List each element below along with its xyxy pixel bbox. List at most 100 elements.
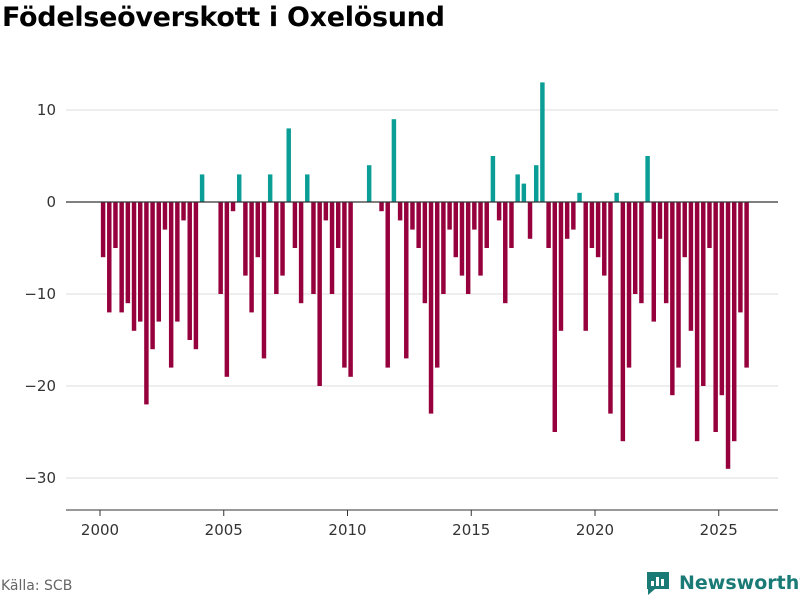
bar (125, 202, 131, 304)
gridlines (66, 109, 778, 479)
bar (230, 202, 236, 212)
bar (187, 202, 192, 340)
bar (608, 202, 613, 414)
x-tick-label: 2005 (205, 521, 243, 539)
bar (725, 202, 731, 469)
bar (243, 202, 248, 276)
bar (100, 202, 106, 258)
bar (311, 202, 316, 294)
bar (150, 202, 155, 350)
bar (181, 202, 186, 221)
bar (385, 202, 390, 368)
bar (670, 202, 675, 396)
bar (738, 202, 743, 313)
bar (119, 202, 124, 313)
bar (657, 202, 663, 239)
x-tick-label: 2025 (700, 521, 738, 539)
bar (274, 202, 279, 294)
brand-name: Newsworthy (679, 572, 800, 594)
bar (515, 174, 520, 202)
x-tick-label: 2015 (452, 521, 490, 539)
bar (577, 192, 582, 202)
bar (719, 202, 725, 396)
bar (626, 202, 632, 368)
bar (323, 202, 329, 221)
newsworthy-logo: Newsworthy (645, 570, 800, 596)
bar (144, 202, 149, 405)
bar (317, 202, 322, 386)
bar (583, 202, 588, 331)
y-tick-label: 0 (46, 193, 56, 211)
y-tick-label: −30 (24, 469, 56, 487)
bar (503, 202, 508, 304)
bar (292, 202, 298, 248)
bar (199, 174, 205, 202)
chart-title: Födelseöverskott i Oxelösund (2, 2, 445, 33)
bar (224, 202, 230, 377)
bar (521, 183, 527, 202)
bar (422, 202, 428, 304)
bar (465, 202, 471, 294)
x-tick-label: 2010 (328, 521, 366, 539)
y-axis: 10 0 −10 −20 −30 (24, 101, 56, 487)
bar (731, 202, 737, 442)
bar (131, 202, 137, 331)
y-tick-label: −20 (24, 377, 56, 395)
bar (218, 202, 223, 294)
bars (100, 82, 749, 469)
bar (564, 202, 570, 239)
bar (175, 202, 180, 322)
bar (676, 202, 681, 368)
bar (236, 174, 242, 202)
bar (540, 82, 545, 202)
bar (366, 165, 372, 202)
bar (682, 202, 687, 258)
bar (447, 202, 452, 230)
bar (162, 202, 168, 230)
bar (744, 202, 749, 368)
bar (713, 202, 718, 432)
bar (137, 202, 143, 322)
bar (595, 202, 601, 258)
bar (645, 156, 650, 202)
bar (107, 202, 112, 313)
bar (459, 202, 465, 276)
bar (397, 202, 403, 221)
bar (688, 202, 694, 331)
bar (404, 202, 409, 359)
bar (472, 202, 477, 230)
bar (348, 202, 353, 377)
bar (261, 202, 267, 359)
newsworthy-icon (647, 572, 669, 595)
bar (255, 202, 261, 258)
bar (168, 202, 174, 368)
bar (490, 156, 496, 202)
bar (410, 202, 415, 230)
bar (329, 202, 335, 294)
bar (286, 128, 291, 202)
bar (632, 202, 638, 294)
bar (614, 192, 619, 202)
bar (249, 202, 254, 313)
bar (533, 165, 539, 202)
x-tick-label: 2020 (576, 521, 614, 539)
bar (113, 202, 118, 248)
x-axis: 2000 2005 2010 2015 2020 2025 (66, 509, 778, 539)
x-tick-label: 2000 (81, 521, 119, 539)
bar (639, 202, 644, 304)
bar (527, 202, 533, 239)
bar (441, 202, 446, 294)
bar (453, 202, 459, 258)
source-label: Källa: SCB (1, 578, 73, 594)
bar (496, 202, 502, 221)
bar (663, 202, 669, 304)
bar (707, 202, 712, 248)
y-tick-label: −10 (24, 285, 56, 303)
bar (305, 174, 310, 202)
bar (546, 202, 551, 248)
bar (280, 202, 285, 276)
y-tick-label: 10 (37, 101, 56, 119)
bar (416, 202, 421, 248)
bar (478, 202, 483, 276)
